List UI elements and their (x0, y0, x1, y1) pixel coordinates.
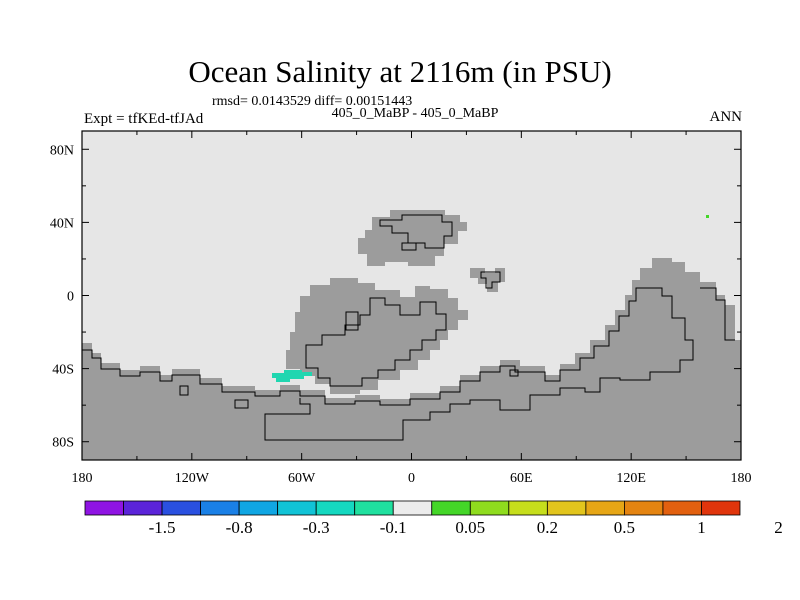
experiment-label: Expt = tfKEd-tfJAd (84, 111, 204, 127)
colorbar-swatch (200, 500, 240, 516)
colorbar-label: -0.1 (380, 518, 407, 537)
colorbar-swatch (277, 500, 317, 516)
colorbar-label: -0.3 (303, 518, 330, 537)
colorbar-swatch (585, 500, 625, 516)
colorbar-swatch (123, 500, 163, 516)
x-tick-label: 120E (616, 471, 646, 486)
colorbar-swatch (469, 500, 510, 516)
colorbar-swatch (392, 500, 433, 516)
land-africa-continent (286, 278, 468, 394)
colorbar-label: 0.5 (614, 518, 635, 537)
land-antarctica (82, 258, 741, 460)
land-north-island (358, 210, 467, 266)
colorbar-swatch (315, 500, 356, 516)
colorbar-swatch (238, 500, 279, 516)
y-tick-label: 0 (67, 290, 74, 305)
x-tick-label: 180 (731, 471, 752, 486)
colorbar-swatch (701, 500, 741, 516)
colorbar-swatch (624, 500, 664, 516)
map-plot (81, 130, 742, 461)
y-tick-label: 80N (50, 143, 74, 158)
y-tick-label: 80S (52, 436, 74, 451)
salinity-anomaly-green (706, 215, 709, 218)
axes: 180 120W 60W 0 60E 120E 180 80N 40N 0 40S 80S (50, 131, 752, 486)
x-tick-label: 180 (72, 471, 93, 486)
chart-subtitle: 405_0_MaBP - 405_0_MaBP (331, 106, 499, 121)
contour-lines (82, 214, 735, 441)
colorbar-label: 0.2 (537, 518, 558, 537)
colorbar: -1.5 -0.8 -0.3 -0.1 0.05 0.2 0.5 1 2 (84, 500, 783, 537)
land-small-island (470, 268, 505, 292)
colorbar-label: -0.8 (226, 518, 253, 537)
stats-text: rmsd= 0.0143529 diff= 0.00151443 (212, 94, 413, 109)
colorbar-swatch (161, 500, 201, 516)
colorbar-label: 2 (774, 518, 783, 537)
x-tick-label: 60E (510, 471, 533, 486)
colorbar-swatch (508, 500, 548, 516)
salinity-anomaly-cyan (272, 370, 312, 382)
colorbar-label: -1.5 (149, 518, 176, 537)
colorbar-label: 1 (697, 518, 706, 537)
y-tick-label: 40N (50, 216, 74, 231)
colorbar-swatch (546, 500, 587, 516)
chart-title: Ocean Salinity at 2116m (in PSU) (188, 54, 612, 89)
season-label: ANN (709, 109, 743, 125)
x-tick-label: 60W (288, 471, 316, 486)
colorbar-swatch (354, 500, 394, 516)
colorbar-label: 0.05 (455, 518, 485, 537)
x-tick-label: 0 (408, 471, 415, 486)
colorbar-swatch (84, 500, 124, 516)
colorbar-swatch (662, 500, 702, 516)
colorbar-swatch (431, 500, 471, 516)
x-tick-label: 120W (175, 471, 210, 486)
y-tick-label: 40S (52, 363, 74, 378)
